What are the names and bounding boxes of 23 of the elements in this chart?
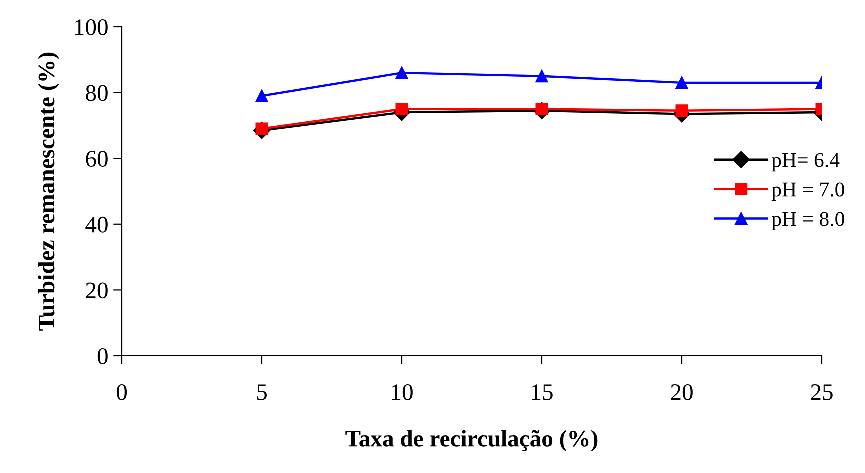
y-axis-title: Turbidez remanescente (%) — [38, 52, 60, 331]
x-tick-label: 25 — [811, 384, 833, 400]
legend-label: pH = 8.0 — [772, 212, 844, 230]
point — [676, 104, 688, 118]
y-tick-label: 80 — [86, 85, 108, 102]
y-tick-label: 40 — [86, 216, 108, 233]
y-tick-label: 20 — [86, 282, 108, 299]
point — [396, 103, 408, 116]
x-tick-label: 15 — [532, 384, 553, 400]
x-tick-label: 10 — [392, 384, 413, 400]
legend-label: pH= 6.4 — [772, 153, 840, 172]
y-tick-label: 60 — [86, 151, 108, 168]
point — [256, 90, 268, 102]
x-axis-title: Taxa de recirculação (%) — [346, 430, 598, 452]
point — [396, 66, 408, 80]
y-tick-label: 100 — [75, 19, 108, 36]
x-tick-label: 0 — [116, 384, 128, 400]
point — [676, 76, 688, 90]
x-tick-label: 20 — [671, 384, 693, 400]
y-tick-label: 0 — [98, 348, 108, 364]
point — [536, 70, 548, 83]
legend-label: pH = 7.0 — [772, 182, 844, 202]
x-tick-label: 5 — [257, 384, 267, 400]
